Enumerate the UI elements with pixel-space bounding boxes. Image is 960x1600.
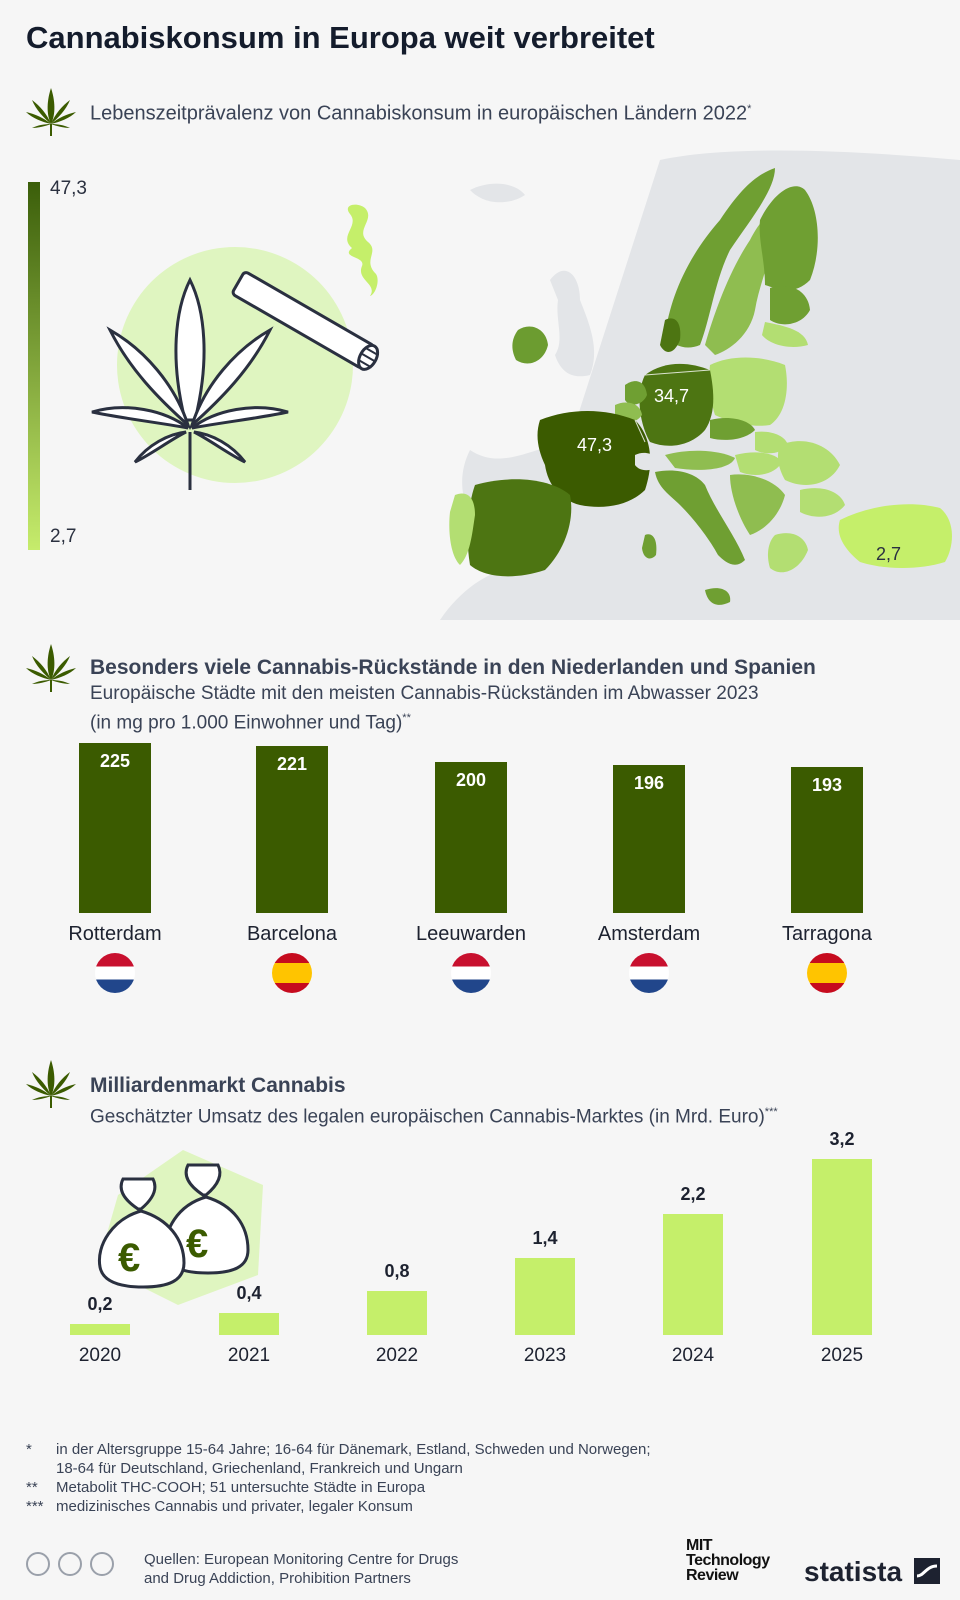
chart-bar bbox=[812, 1159, 872, 1335]
chart-bar: 225 bbox=[79, 743, 151, 913]
wastewater-bar-chart: 225 Rotterdam 221 Barcelona 200 Leeuwarden 196… bbox=[0, 740, 960, 1010]
bar-value-label: 193 bbox=[811, 775, 843, 796]
chart-bar: 221 bbox=[256, 746, 328, 913]
bar-value-label: 0,2 bbox=[87, 1294, 113, 1314]
color-legend-bar bbox=[28, 182, 40, 550]
netherlands-flag-icon bbox=[629, 953, 669, 993]
netherlands-flag-icon bbox=[451, 953, 491, 993]
map-label-germany: 34,7 bbox=[654, 386, 689, 406]
mit-technology-review-logo: MIT Technology Review bbox=[686, 1537, 770, 1584]
market-revenue-bar-chart: 0,2 2020 0,4 2021 0,8 2022 1,4 2023 2,2 2024 3,2 20… bbox=[0, 1120, 960, 1400]
bar-value-label: 221 bbox=[276, 754, 308, 775]
chart-bar: 193 bbox=[791, 767, 863, 913]
chart-bar bbox=[219, 1313, 279, 1335]
spain-flag-icon bbox=[272, 953, 312, 993]
category-label: Barcelona bbox=[246, 923, 338, 945]
statista-logo: statista bbox=[804, 1556, 903, 1587]
footnote-1: in der Altersgruppe 15-64 Jahre; 16-64 f… bbox=[56, 1441, 651, 1477]
section2-subtitle: Europäische Städte mit den meisten Canna… bbox=[90, 683, 759, 734]
section1-subtitle: Lebenszeitprävalenz von Cannabiskonsum i… bbox=[90, 102, 752, 125]
bar-value-label: 2,2 bbox=[680, 1184, 706, 1204]
legend-max-label: 47,3 bbox=[50, 178, 87, 199]
euro-icon: € bbox=[118, 1236, 140, 1280]
europe-map: 47,3 34,7 2,7 bbox=[440, 150, 960, 620]
chart-bar bbox=[515, 1258, 575, 1335]
footnote-mark-2: ** bbox=[26, 1479, 38, 1496]
cannabis-leaf-icon bbox=[25, 643, 77, 693]
attribution-icon[interactable] bbox=[58, 1552, 82, 1576]
category-label: Tarragona bbox=[781, 923, 873, 945]
chart-bar: 200 bbox=[435, 761, 507, 913]
bar-value-label: 200 bbox=[455, 769, 487, 790]
year-label: 2024 bbox=[671, 1345, 715, 1366]
year-label: 2022 bbox=[375, 1345, 419, 1366]
sources: Quellen: European Monitoring Centre for … bbox=[144, 1551, 459, 1587]
bar-value-label: 3,2 bbox=[829, 1129, 855, 1149]
no-derivatives-icon[interactable] bbox=[90, 1552, 114, 1576]
map-label-france: 47,3 bbox=[577, 435, 612, 455]
footnote-2: Metabolit THC-COOH; 51 untersuchte Städt… bbox=[56, 1479, 426, 1496]
bar-value-label: 225 bbox=[99, 751, 131, 771]
section2-title: Besonders viele Cannabis-Rückstände in d… bbox=[90, 656, 816, 679]
bar-value-label: 196 bbox=[633, 772, 665, 793]
chart-bar bbox=[367, 1291, 427, 1335]
euro-icon: € bbox=[186, 1222, 208, 1266]
year-label: 2021 bbox=[227, 1345, 271, 1366]
section3-title: Milliardenmarkt Cannabis bbox=[90, 1074, 346, 1097]
category-label: Rotterdam bbox=[68, 923, 162, 945]
page-title: Cannabiskonsum in Europa weit verbreitet bbox=[26, 20, 655, 55]
cc-license-icon[interactable] bbox=[26, 1552, 50, 1576]
footnote-mark-1: * bbox=[26, 1441, 32, 1458]
money-bags-illustration: € € bbox=[97, 1150, 263, 1305]
cannabis-leaf-icon bbox=[25, 1059, 77, 1109]
cannabis-leaf-icon bbox=[25, 87, 77, 137]
footnote-3: medizinisches Cannabis und privater, leg… bbox=[56, 1498, 413, 1515]
netherlands-flag-icon bbox=[95, 953, 135, 993]
spain-flag-icon bbox=[807, 953, 847, 993]
year-label: 2025 bbox=[820, 1345, 864, 1366]
map-label-turkey: 2,7 bbox=[876, 544, 901, 564]
bar-value-label: 0,8 bbox=[384, 1261, 410, 1281]
legend-min-label: 2,7 bbox=[50, 526, 77, 547]
category-label: Leeuwarden bbox=[415, 923, 527, 945]
year-label: 2023 bbox=[523, 1345, 567, 1366]
category-label: Amsterdam bbox=[597, 923, 701, 945]
chart-bar bbox=[663, 1214, 723, 1335]
year-label: 2020 bbox=[78, 1345, 122, 1366]
footnote-mark-3: *** bbox=[26, 1498, 44, 1515]
chart-bar: 196 bbox=[613, 764, 685, 913]
chart-bar bbox=[70, 1324, 130, 1335]
section3-subtitle: Geschätzter Umsatz des legalen europäisc… bbox=[90, 1106, 778, 1128]
statista-icon bbox=[914, 1558, 940, 1584]
cannabis-joint-illustration bbox=[91, 204, 380, 490]
bar-value-label: 1,4 bbox=[532, 1228, 558, 1248]
bar-value-label: 0,4 bbox=[236, 1283, 262, 1303]
